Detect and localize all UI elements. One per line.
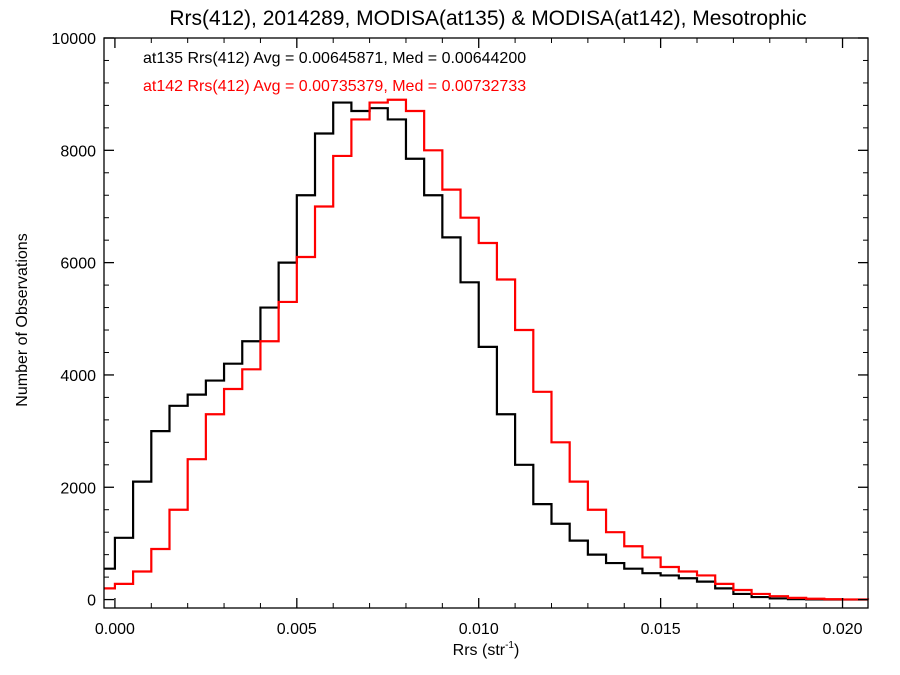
y-tick-label: 2000 xyxy=(60,480,96,497)
y-tick-label: 10000 xyxy=(52,31,97,48)
y-tick-label: 0 xyxy=(87,593,96,610)
x-tick-label: 0.000 xyxy=(95,621,135,638)
y-tick-label: 6000 xyxy=(60,256,96,273)
x-axis-label-superscript: -1 xyxy=(505,640,514,651)
x-tick-label: 0.015 xyxy=(641,621,681,638)
y-tick-label: 8000 xyxy=(60,143,96,160)
x-tick-label: 0.020 xyxy=(823,621,863,638)
legend-annotation-at142: at142 Rrs(412) Avg = 0.00735379, Med = 0… xyxy=(143,78,526,95)
plot-area: 0.000 0.005 0.010 0.015 0.020 0 2000 4000 6000 80… xyxy=(52,31,870,638)
x-tick-label: 0.010 xyxy=(459,621,499,638)
plot-frame xyxy=(103,37,869,609)
chart-title: Rrs(412), 2014289, MODISA(at135) & MODIS… xyxy=(169,7,806,30)
series-layer xyxy=(104,98,870,601)
series-line-1 xyxy=(104,98,870,601)
y-axis-label: Number of Observations xyxy=(14,233,31,406)
x-axis-label: Rrs (str-1) xyxy=(453,640,520,659)
y-tick-label: 4000 xyxy=(60,368,96,385)
x-axis-label-main: Rrs (str xyxy=(453,642,506,659)
x-tick-label: 0.005 xyxy=(277,621,317,638)
x-axis-label-close: ) xyxy=(514,642,519,659)
ticks-layer: 0.000 0.005 0.010 0.015 0.020 0 2000 4000 6000 80… xyxy=(52,31,868,638)
legend-annotation-at135: at135 Rrs(412) Avg = 0.00645871, Med = 0… xyxy=(143,50,526,67)
